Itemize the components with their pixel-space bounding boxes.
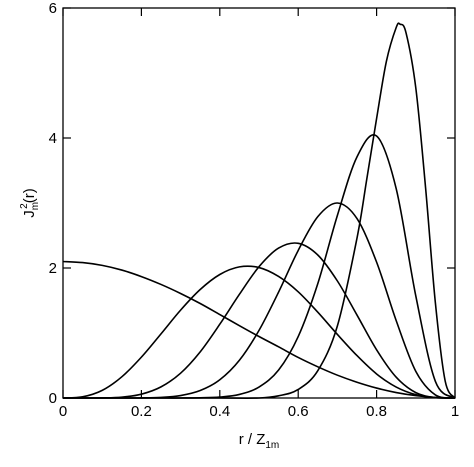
x-label-sub: 1m: [265, 440, 279, 451]
curve: [62, 242, 456, 399]
x-tick-label: 0.6: [288, 403, 309, 420]
y-tick-label: 4: [49, 130, 57, 147]
x-tick-label: 0.2: [131, 403, 152, 420]
y-label-sub: m: [30, 202, 41, 210]
y-label-sup: 2: [19, 203, 30, 209]
curve: [63, 22, 456, 399]
y-tick-label: 6: [49, 0, 57, 17]
y-tick-label: 0: [49, 390, 57, 407]
x-axis-label: r / Z1m: [239, 431, 280, 451]
plot-frame: [62, 7, 456, 399]
curve: [62, 260, 456, 399]
y-tick-label: 2: [49, 260, 57, 277]
y-axis-label: Jm2(r): [19, 188, 41, 217]
curve: [63, 202, 456, 399]
x-tick-label: 0: [59, 403, 67, 420]
y-label-base: J: [21, 210, 38, 218]
x-label-base: r / Z: [239, 431, 266, 448]
x-tick-label: 0.8: [366, 403, 387, 420]
x-tick-label: 1: [451, 403, 459, 420]
x-tick-label: 0.4: [209, 403, 230, 420]
y-label-rest: (r): [21, 188, 38, 203]
